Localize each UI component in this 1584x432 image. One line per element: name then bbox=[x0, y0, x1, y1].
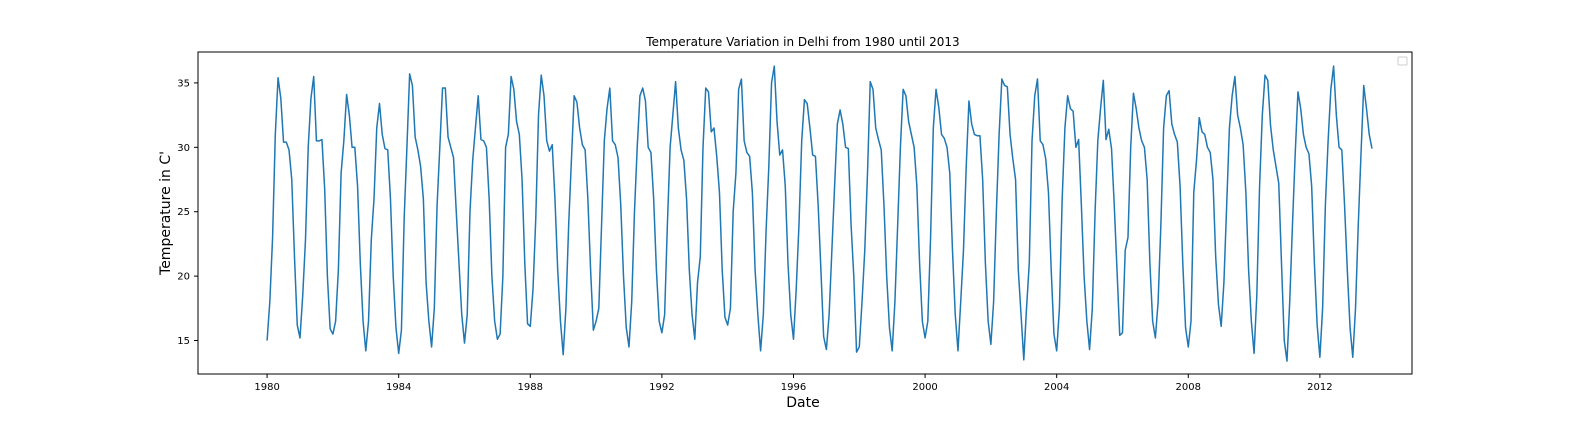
x-tick-label: 2008 bbox=[1176, 382, 1201, 393]
x-tick-label: 1980 bbox=[254, 382, 279, 393]
x-tick-label: 2012 bbox=[1307, 382, 1332, 393]
x-axis-ticks: 1980 1984 1988 1992 1996 2000 2004 2008 2012 bbox=[254, 374, 1333, 393]
y-tick-label: 25 bbox=[177, 207, 190, 218]
x-tick-label: 2004 bbox=[1044, 382, 1069, 393]
series-layer bbox=[266, 65, 1373, 362]
legend-box bbox=[1397, 56, 1408, 66]
y-tick-label: 35 bbox=[177, 78, 190, 89]
plot-area bbox=[197, 51, 1413, 375]
x-axis-title: Date bbox=[786, 395, 819, 411]
plot-frame bbox=[197, 51, 1413, 375]
y-tick-label: 30 bbox=[177, 143, 190, 154]
x-tick-label: 2000 bbox=[912, 382, 937, 393]
y-tick-label: 20 bbox=[177, 272, 190, 283]
chart-title: Temperature Variation in Delhi from 1980… bbox=[645, 35, 959, 49]
y-tick-label: 15 bbox=[177, 336, 190, 347]
x-tick-label: 1984 bbox=[386, 382, 411, 393]
x-tick-label: 1996 bbox=[781, 382, 806, 393]
y-axis-ticks: 15 20 25 30 35 bbox=[177, 78, 198, 347]
temperature-series-line bbox=[266, 65, 1373, 362]
x-tick-label: 1988 bbox=[518, 382, 543, 393]
y-axis-title: Temperature in C' bbox=[158, 151, 174, 276]
x-tick-label: 1992 bbox=[649, 382, 674, 393]
